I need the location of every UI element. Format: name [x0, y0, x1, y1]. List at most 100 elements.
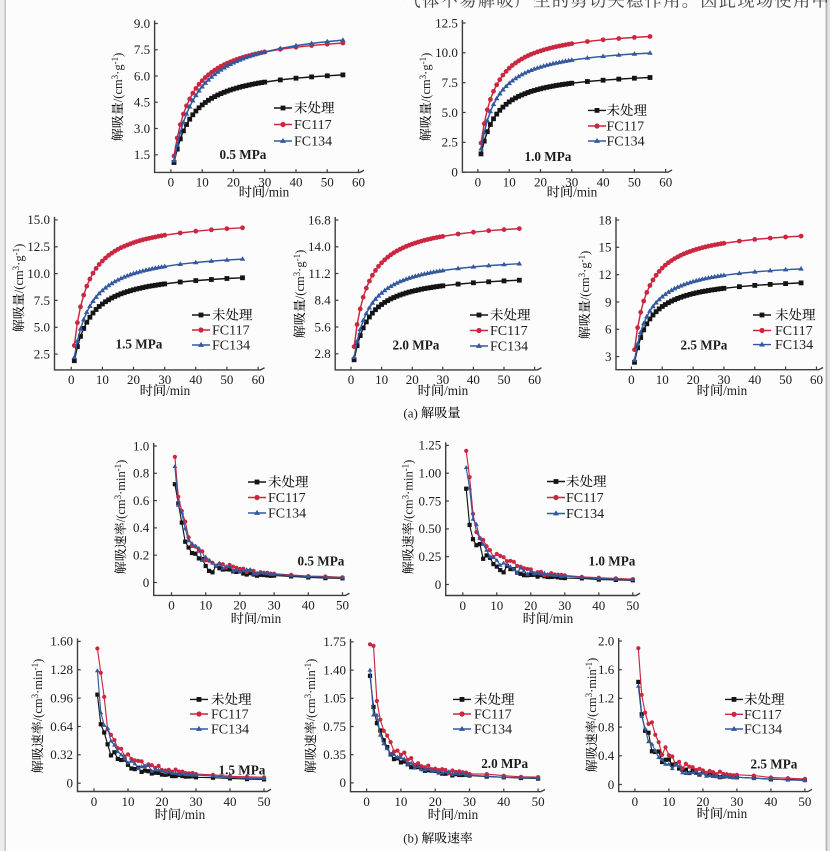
svg-text:12: 12	[599, 267, 612, 282]
svg-text:40: 40	[497, 794, 510, 809]
svg-text:2.0 MPa: 2.0 MPa	[393, 338, 440, 353]
svg-text:10: 10	[656, 372, 669, 387]
svg-text:8.4: 8.4	[314, 293, 331, 308]
svg-text:50: 50	[626, 598, 639, 613]
svg-text:0: 0	[143, 575, 150, 590]
svg-text:10: 10	[196, 175, 209, 190]
svg-text:FC117: FC117	[211, 708, 249, 723]
svg-text:/(cm: /(cm	[114, 499, 128, 522]
svg-text:-1: -1	[584, 662, 594, 670]
svg-text:30: 30	[190, 794, 203, 809]
svg-text:5.6: 5.6	[314, 319, 331, 334]
svg-text:0.4: 0.4	[133, 520, 150, 535]
svg-text:0: 0	[363, 794, 370, 809]
svg-text:/(cm: /(cm	[419, 79, 433, 102]
svg-text:): )	[585, 658, 599, 662]
svg-text:/min: /min	[444, 383, 469, 398]
svg-text:-1: -1	[11, 248, 21, 256]
svg-text:0.2: 0.2	[133, 548, 149, 563]
svg-text:3: 3	[584, 692, 594, 697]
svg-text:0: 0	[348, 372, 355, 387]
svg-text:0: 0	[168, 175, 175, 190]
svg-text:/(cm: /(cm	[578, 277, 592, 300]
svg-text:0.64: 0.64	[50, 719, 73, 734]
svg-text:50: 50	[532, 794, 545, 809]
svg-text:/(cm: /(cm	[402, 499, 416, 522]
svg-text:15.0: 15.0	[27, 212, 50, 227]
svg-text:(a): (a)	[403, 405, 417, 420]
svg-text:): )	[578, 251, 592, 255]
svg-text:6.0: 6.0	[134, 68, 150, 83]
svg-text:·g: ·g	[293, 261, 307, 272]
svg-text:·g: ·g	[12, 255, 26, 266]
svg-text:FC117: FC117	[474, 708, 512, 723]
svg-text:10: 10	[199, 598, 212, 613]
svg-text:FC134: FC134	[744, 723, 782, 738]
svg-text:60: 60	[810, 372, 823, 387]
svg-text:FC117: FC117	[490, 324, 528, 339]
svg-text:20: 20	[687, 372, 700, 387]
svg-text:0.25: 0.25	[418, 549, 441, 564]
svg-text:2.5: 2.5	[442, 135, 458, 150]
svg-text:FC134: FC134	[268, 507, 306, 522]
svg-text:3: 3	[605, 349, 612, 364]
svg-text:50: 50	[258, 794, 271, 809]
svg-text:50: 50	[336, 598, 349, 613]
svg-text:0.8: 0.8	[133, 466, 149, 481]
svg-text:5.0: 5.0	[442, 105, 458, 120]
svg-text:/(cm: /(cm	[293, 276, 307, 299]
svg-text:40: 40	[764, 794, 777, 809]
svg-text:40: 40	[592, 598, 605, 613]
svg-text:3.0: 3.0	[134, 121, 150, 136]
svg-text:3: 3	[401, 494, 411, 499]
svg-text:): )	[293, 250, 307, 254]
svg-text:/min: /min	[166, 383, 191, 398]
svg-text:9.0: 9.0	[134, 16, 150, 31]
svg-text:1.6: 1.6	[598, 662, 615, 677]
svg-text:FC134: FC134	[607, 135, 645, 150]
svg-text:20: 20	[156, 794, 169, 809]
svg-text:0.96: 0.96	[50, 690, 73, 705]
svg-text:-1: -1	[113, 464, 123, 472]
svg-text:30: 30	[717, 372, 730, 387]
svg-text:/min: /min	[549, 611, 574, 626]
svg-text:12.5: 12.5	[27, 239, 50, 254]
svg-text:/(cm: /(cm	[585, 697, 599, 720]
svg-text:0: 0	[628, 372, 635, 387]
svg-text:2.8: 2.8	[314, 346, 330, 361]
svg-text:): )	[402, 460, 416, 464]
svg-text:16.8: 16.8	[308, 212, 331, 227]
svg-text:0: 0	[460, 598, 467, 613]
svg-text:1.40: 1.40	[323, 662, 346, 677]
svg-text:-1: -1	[303, 663, 313, 671]
svg-text:3: 3	[113, 494, 123, 499]
svg-text:18: 18	[599, 212, 612, 227]
svg-text:·min: ·min	[31, 670, 45, 694]
svg-text:-1: -1	[292, 254, 302, 262]
svg-text:0: 0	[632, 794, 639, 809]
svg-text:0.6: 0.6	[133, 493, 150, 508]
svg-text:2.0: 2.0	[598, 633, 614, 648]
svg-text:20: 20	[406, 372, 419, 387]
svg-text:0.4: 0.4	[598, 748, 615, 763]
svg-text:FC134: FC134	[775, 338, 813, 353]
svg-text:50: 50	[220, 372, 233, 387]
svg-text:/min: /min	[723, 806, 748, 821]
svg-text:FC117: FC117	[294, 118, 332, 133]
svg-text:7.5: 7.5	[134, 42, 150, 57]
svg-text:11.2: 11.2	[308, 266, 330, 281]
svg-text:2.5 MPa: 2.5 MPa	[681, 338, 728, 353]
svg-text:30: 30	[258, 175, 271, 190]
svg-text:40: 40	[748, 372, 761, 387]
svg-text:20: 20	[696, 794, 709, 809]
svg-text:3: 3	[303, 693, 313, 698]
svg-text:10: 10	[662, 794, 675, 809]
svg-text:FC134: FC134	[474, 723, 512, 738]
svg-text:0.35: 0.35	[323, 747, 346, 762]
svg-text:20: 20	[227, 175, 240, 190]
svg-text:1.28: 1.28	[50, 662, 73, 677]
svg-text:0.5 MPa: 0.5 MPa	[220, 147, 267, 162]
svg-text:0: 0	[168, 598, 175, 613]
svg-text:30: 30	[558, 598, 571, 613]
svg-text:7.5: 7.5	[442, 75, 458, 90]
